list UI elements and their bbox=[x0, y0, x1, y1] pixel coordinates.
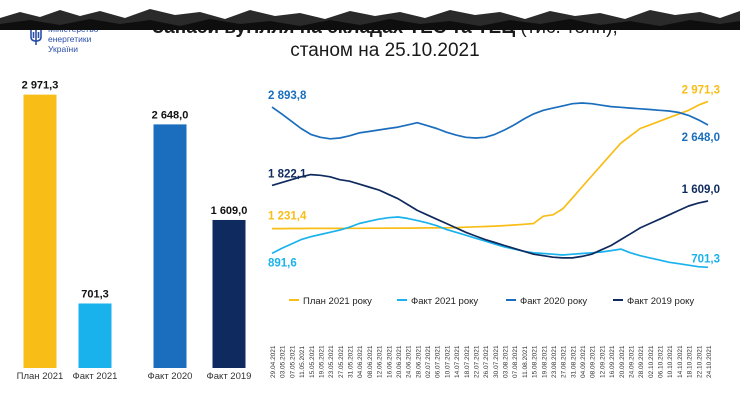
series-start-label: 2 893,8 bbox=[268, 90, 307, 102]
x-tick-label: 27.05.2021 bbox=[338, 345, 345, 378]
series-line-0 bbox=[272, 100, 709, 230]
bar-category-label: Факт 2021 bbox=[73, 371, 118, 382]
x-tick-label: 06.07.2021 bbox=[435, 345, 442, 378]
x-tick-label: 18.07.2021 bbox=[464, 345, 471, 378]
bar-value-label: 2 648,0 bbox=[152, 109, 189, 121]
x-tick-label: 22.07.2021 bbox=[474, 345, 481, 378]
x-tick-label: 24.06.2021 bbox=[406, 345, 413, 378]
series-line-1 bbox=[271, 216, 709, 269]
x-tick-label: 22.10.2021 bbox=[696, 345, 703, 378]
series-end-label: 701,3 bbox=[691, 253, 720, 265]
bar-value-label: 2 971,3 bbox=[22, 80, 59, 92]
x-tick-label: 28.09.2021 bbox=[638, 345, 645, 378]
x-tick-label: 24.09.2021 bbox=[629, 345, 636, 378]
x-tick-label: 04.06.2021 bbox=[357, 345, 364, 378]
x-tick-label: 02.10.2021 bbox=[648, 345, 655, 378]
x-tick-label: 14.10.2021 bbox=[677, 345, 684, 378]
x-tick-label: 03.08.2021 bbox=[503, 345, 510, 378]
x-tick-label: 23.05.2021 bbox=[328, 345, 335, 378]
x-tick-label: 18.10.2021 bbox=[687, 345, 694, 378]
x-tick-label: 11.05.2021 bbox=[299, 346, 306, 378]
x-tick-label: 06.10.2021 bbox=[658, 345, 665, 378]
x-tick-label: 24.10.2021 bbox=[706, 345, 713, 378]
bar-3 bbox=[212, 219, 246, 368]
x-tick-label: 15.05.2021 bbox=[309, 345, 316, 378]
x-tick-label: 16.06.2021 bbox=[386, 345, 393, 378]
coal-rubble-decoration bbox=[0, 9, 740, 30]
x-tick-label: 04.09.2021 bbox=[580, 345, 587, 378]
bar-category-label: Факт 2019 bbox=[207, 371, 252, 382]
x-tick-label: 30.07.2021 bbox=[493, 345, 500, 378]
x-tick-label: 02.07.2021 bbox=[425, 345, 432, 378]
legend-label: Факт 2020 року bbox=[520, 296, 587, 307]
series-end-label: 2 648,0 bbox=[682, 132, 720, 144]
trident-icon bbox=[30, 25, 42, 45]
x-tick-label: 28.06.2021 bbox=[415, 345, 422, 378]
bar-value-label: 701,3 bbox=[81, 288, 109, 300]
bar-0 bbox=[23, 94, 57, 368]
legend-label: Факт 2019 року bbox=[627, 296, 694, 307]
x-tick-label: 10.10.2021 bbox=[667, 345, 674, 378]
x-tick-label: 10.07.2021 bbox=[444, 345, 451, 378]
series-start-label: 891,6 bbox=[268, 257, 297, 269]
bar-2 bbox=[153, 124, 187, 368]
x-tick-label: 11.08.2021 bbox=[522, 346, 529, 378]
x-tick-label: 16.09.2021 bbox=[609, 345, 616, 378]
x-tick-label: 07.08.2021 bbox=[512, 345, 519, 378]
x-tick-label: 19.05.2021 bbox=[318, 345, 325, 378]
legend-label: План 2021 року bbox=[303, 296, 372, 307]
x-tick-label: 20.09.2021 bbox=[619, 345, 626, 378]
x-tick-label: 20.06.2021 bbox=[396, 345, 403, 378]
series-end-label: 1 609,0 bbox=[682, 184, 720, 196]
x-tick-label: 07.05.2021 bbox=[289, 345, 296, 378]
x-tick-label: 12.06.2021 bbox=[377, 345, 384, 378]
x-tick-label: 03.05.2021 bbox=[280, 345, 287, 378]
x-tick-label: 29.04.2021 bbox=[270, 345, 277, 378]
x-tick-label: 23.08.2021 bbox=[551, 345, 558, 378]
series-end-label: 2 971,3 bbox=[682, 84, 720, 96]
bar-category-label: План 2021 bbox=[17, 371, 64, 382]
legend-label: Факт 2021 року bbox=[411, 296, 478, 307]
series-line-2 bbox=[271, 102, 709, 140]
x-tick-label: 08.09.2021 bbox=[590, 345, 597, 378]
x-tick-label: 31.05.2021 bbox=[348, 345, 355, 378]
x-tick-label: 26.07.2021 bbox=[483, 345, 490, 378]
x-tick-label: 12.09.2021 bbox=[599, 345, 606, 378]
bar-1 bbox=[78, 303, 112, 368]
x-tick-label: 27.08.2021 bbox=[561, 345, 568, 378]
bar-category-label: Факт 2020 bbox=[148, 371, 193, 382]
series-start-label: 1 822,1 bbox=[268, 168, 307, 180]
x-tick-label: 15.08.2021 bbox=[532, 345, 539, 378]
x-tick-label: 08.06.2021 bbox=[367, 345, 374, 378]
series-line-3 bbox=[271, 173, 709, 259]
x-tick-label: 19.08.2021 bbox=[541, 345, 548, 378]
bar-value-label: 1 609,0 bbox=[211, 205, 248, 217]
series-start-label: 1 231,4 bbox=[268, 211, 307, 223]
x-tick-label: 31.08.2021 bbox=[570, 345, 577, 378]
x-tick-label: 14.07.2021 bbox=[454, 345, 461, 378]
